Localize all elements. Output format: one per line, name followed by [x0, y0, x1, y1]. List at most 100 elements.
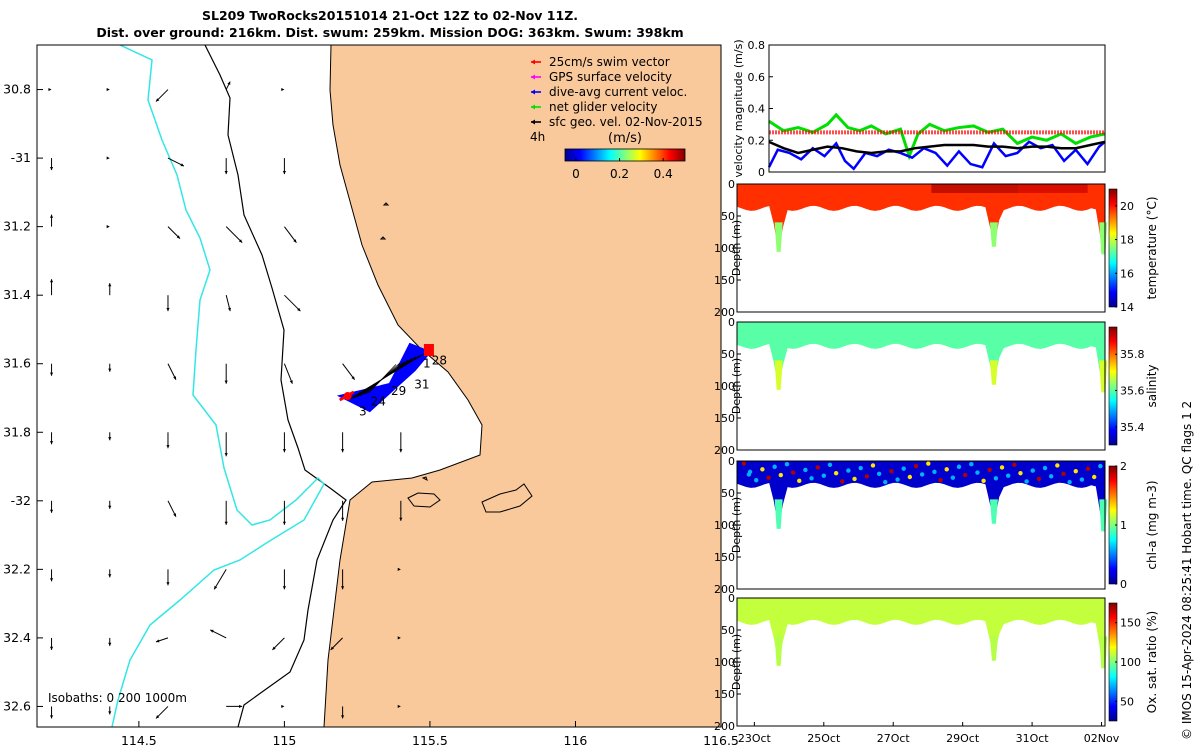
section-mixed-layer: [737, 598, 1105, 665]
track-day-label: 31: [414, 377, 429, 391]
chl-sample-dot: [919, 472, 925, 477]
map-y-tick-label: 31.2: [3, 219, 31, 234]
section-colorbar-tick-label: 18: [1120, 234, 1134, 247]
current-vector-head: [224, 170, 228, 175]
section-dive-column: [774, 636, 783, 666]
chl-sample-dot: [975, 470, 980, 475]
map-axes: 114.5 115 115.5 116 116.5 30.8 -31 31.2 31.4 31.6…: [3, 44, 739, 748]
section-mixed-layer: [737, 461, 1105, 528]
chl-sample-dot: [790, 470, 796, 475]
chl-sample-dot: [1098, 463, 1103, 469]
peninsula-peron: [481, 483, 533, 513]
section-ylabel: Depth (m): [730, 358, 743, 414]
current-vector-head: [282, 586, 286, 590]
current-vector: [342, 363, 356, 381]
chl-sample-dot: [772, 464, 777, 469]
current-vector-head: [49, 441, 54, 445]
section-y-tick-label: 150: [714, 274, 735, 287]
current-vector-head: [106, 225, 110, 229]
chl-sample-dot: [852, 476, 857, 482]
map-y-tick-label: 32.4: [3, 630, 31, 645]
chl-sample-dot: [950, 475, 956, 480]
island-garden: [407, 492, 441, 508]
current-vector-head: [108, 574, 112, 578]
current-vector-head: [108, 642, 112, 646]
legend-label: GPS surface velocity: [549, 70, 672, 84]
current-vector-head: [227, 307, 231, 312]
section-x-tick-label: 02Nov: [1084, 732, 1120, 745]
legend-swatch-head: [531, 89, 535, 95]
current-vector: [213, 569, 227, 590]
chl-sample-dot: [932, 469, 937, 475]
chl-sample-dot: [760, 467, 765, 472]
section-y-tick-label: 100: [714, 242, 735, 255]
chl-sample-dot: [1079, 477, 1085, 482]
section-ylabel: Depth (m): [730, 634, 743, 690]
isobath-1000m: [111, 45, 325, 727]
velocity-y-tick-label: 0: [758, 166, 765, 179]
chl-sample-dot: [766, 475, 771, 480]
track-end-marker: [423, 344, 434, 357]
section-dive-column: [989, 636, 998, 661]
section-colorbar-tick-label: 1: [1120, 519, 1127, 532]
section-y-tick-label: 0: [728, 178, 735, 191]
chl-sample-dot: [754, 478, 759, 483]
current-vector-head: [49, 372, 54, 376]
current-vector-head: [155, 98, 160, 102]
chl-sample-dot: [1030, 468, 1035, 473]
section-y-tick-label: 0: [728, 455, 735, 468]
section-x-tick-label: 27Oct: [877, 732, 911, 745]
current-vector-head: [399, 449, 403, 453]
section-colorbar-tick-label: 35.4: [1120, 421, 1145, 434]
chl-sample-dot: [1018, 470, 1023, 476]
section-y-tick-label: 100: [714, 656, 735, 669]
chl-sample-dot: [858, 465, 863, 471]
section-y-tick-label: 200: [714, 444, 735, 457]
chl-sample-dot: [1042, 465, 1048, 471]
section-y-tick-label: 0: [728, 592, 735, 605]
current-vector-head: [272, 646, 276, 650]
current-vector-head: [238, 239, 243, 243]
colorbar-tick-label: 0.4: [654, 167, 673, 181]
section-warm-patch: [1018, 184, 1088, 193]
current-vector: [284, 226, 297, 243]
current-vector-head: [227, 81, 231, 86]
chl-sample-dot: [1085, 466, 1091, 471]
legend-swatch-head: [531, 74, 535, 80]
section-y-tick-label: 0: [728, 316, 735, 329]
swim-vector-west: [338, 390, 355, 402]
velocity-y-tick-label: 0.2: [748, 134, 766, 147]
chl-sample-dot: [1055, 463, 1060, 468]
current-vector-head: [281, 704, 285, 709]
figure-title-line-2: Dist. over ground: 216km. Dist. swum: 25…: [96, 25, 684, 40]
track-day-label: 29: [391, 384, 406, 398]
credit-text: © IMOS 15-Apr-2024 08:25:41 Hobart time.…: [1180, 400, 1194, 740]
section-dive-column: [989, 360, 998, 385]
current-vector-head: [282, 449, 286, 453]
section-x-tick-label: 29Oct: [946, 732, 980, 745]
section-dive-column: [774, 222, 783, 252]
chl-sample-dot: [840, 479, 845, 484]
legend-label: sfc geo. vel. 02-Nov-2015: [549, 115, 703, 129]
current-vector-head: [176, 235, 180, 239]
chl-sample-dot: [895, 477, 900, 482]
chl-sample-dot: [876, 471, 882, 476]
section-colorbar-tick-label: 20: [1120, 200, 1134, 213]
section-y-tick-label: 200: [714, 306, 735, 319]
chl-sample-dot: [1024, 479, 1029, 484]
section-mixed-layer: [737, 322, 1105, 389]
chl-sample-dot: [1092, 474, 1097, 480]
velocity-series-line: [768, 112, 1106, 161]
current-vector-head: [49, 578, 54, 582]
section-colorbar-label: Ox. sat. ratio (%): [1145, 611, 1159, 713]
chl-sample-dot: [1073, 469, 1078, 474]
current-vector-head: [49, 166, 54, 171]
current-vector-head: [108, 437, 112, 441]
current-vector-head: [341, 517, 345, 521]
chl-sample-dot: [846, 468, 851, 473]
section-colorbar-tick-label: 50: [1120, 695, 1134, 708]
current-vector-head: [49, 646, 54, 650]
current-vector-head: [49, 509, 54, 513]
